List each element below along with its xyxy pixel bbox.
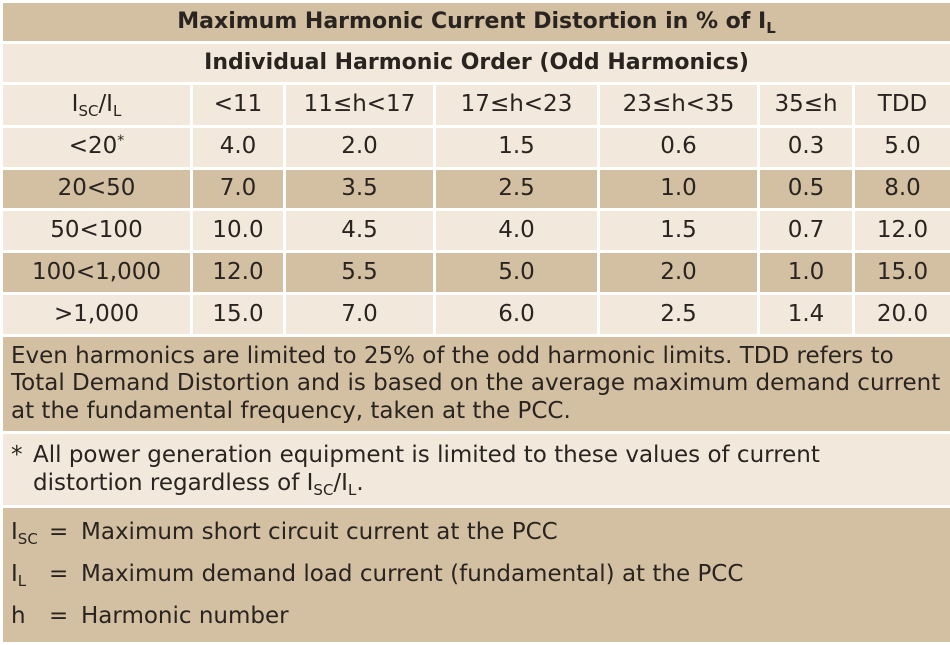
subscript: SC bbox=[78, 101, 99, 120]
definition: ISC = Maximum short circuit current at the… bbox=[11, 512, 942, 554]
cell: 0.6 bbox=[597, 124, 760, 170]
cell: 2.0 bbox=[283, 124, 436, 170]
cell: 8.0 bbox=[851, 166, 950, 212]
cell: 7.0 bbox=[283, 292, 436, 338]
data-row: 50<100 10.0 4.5 4.0 1.5 0.7 12.0 bbox=[0, 208, 950, 254]
subtitle-cell: Individual Harmonic Order (Odd Harmonics… bbox=[0, 40, 950, 85]
row-label: 100<1,000 bbox=[0, 250, 193, 296]
subscript: L bbox=[112, 101, 122, 120]
text: >1,000 bbox=[53, 300, 140, 327]
subscript: L bbox=[766, 18, 776, 37]
cell: 12.0 bbox=[851, 208, 950, 254]
cell: 5.5 bbox=[283, 250, 436, 296]
cell: 20.0 bbox=[851, 292, 950, 338]
text: 20<50 bbox=[57, 175, 136, 202]
definition-text: Maximum demand load current (fundamental… bbox=[81, 561, 744, 588]
subscript: L bbox=[347, 480, 357, 499]
text: I bbox=[11, 561, 18, 588]
title-row: Maximum Harmonic Current Distortion in %… bbox=[0, 0, 950, 44]
text: I bbox=[71, 90, 79, 117]
cell: 5.0 bbox=[433, 250, 600, 296]
header-cell: <11 bbox=[190, 81, 286, 128]
cell: 15.0 bbox=[190, 292, 286, 338]
text: h bbox=[11, 603, 26, 630]
row-label: <20* bbox=[0, 124, 193, 170]
cell: 1.4 bbox=[757, 292, 855, 338]
note-row: Even harmonics are limited to 25% of the… bbox=[0, 334, 950, 435]
superscript: * bbox=[117, 133, 125, 150]
symbol: IL bbox=[11, 561, 49, 589]
definition-text: Maximum short circuit current at the PCC bbox=[81, 519, 558, 546]
equals: = bbox=[49, 561, 69, 588]
cell: 0.3 bbox=[757, 124, 855, 170]
definition: h = Harmonic number bbox=[11, 596, 942, 638]
subscript: L bbox=[17, 572, 27, 591]
row-label: 20<50 bbox=[0, 166, 193, 212]
cell: 7.0 bbox=[190, 166, 286, 212]
cell: 1.5 bbox=[597, 208, 760, 254]
text: /I bbox=[333, 469, 348, 496]
text: . bbox=[356, 469, 364, 496]
cell: 3.5 bbox=[283, 166, 436, 212]
cell: 12.0 bbox=[190, 250, 286, 296]
text: I bbox=[11, 519, 18, 546]
symbol: h bbox=[11, 603, 49, 631]
footnote-mark: * bbox=[11, 442, 23, 469]
data-row: 20<50 7.0 3.5 2.5 1.0 0.5 8.0 bbox=[0, 166, 950, 212]
cell: 15.0 bbox=[851, 250, 950, 296]
note-cell: Even harmonics are limited to 25% of the… bbox=[0, 334, 950, 435]
text: 100<1,000 bbox=[31, 258, 161, 285]
cell: 0.7 bbox=[757, 208, 855, 254]
defs-row: ISC = Maximum short circuit current at the… bbox=[0, 504, 950, 645]
definition: IL = Maximum demand load current (fundamen… bbox=[11, 554, 942, 596]
cell: 2.5 bbox=[597, 292, 760, 338]
row-label: >1,000 bbox=[0, 292, 193, 338]
header-cell: 35≤h bbox=[757, 81, 855, 128]
subscript: SC bbox=[17, 530, 38, 549]
cell: 10.0 bbox=[190, 208, 286, 254]
cell: 4.5 bbox=[283, 208, 436, 254]
footnote-cell: * All power generation equipment is limit… bbox=[0, 431, 950, 508]
foot-row: * All power generation equipment is limit… bbox=[0, 431, 950, 508]
header-cell: 17≤h<23 bbox=[433, 81, 600, 128]
cell: 2.5 bbox=[433, 166, 600, 212]
header-cell: ISC/IL bbox=[0, 81, 193, 128]
text: 50<100 bbox=[50, 217, 143, 244]
symbol: ISC bbox=[11, 519, 49, 547]
equals: = bbox=[49, 519, 69, 546]
data-row: <20* 4.0 2.0 1.5 0.6 0.3 5.0 bbox=[0, 124, 950, 170]
row-label: 50<100 bbox=[0, 208, 193, 254]
cell: 1.0 bbox=[757, 250, 855, 296]
footnote-text: All power generation equipment is limite… bbox=[33, 442, 913, 497]
header-cell: 23≤h<35 bbox=[597, 81, 760, 128]
cell: 2.0 bbox=[597, 250, 760, 296]
text: Maximum Harmonic Current Distortion in %… bbox=[177, 8, 767, 34]
definitions-cell: ISC = Maximum short circuit current at the… bbox=[0, 504, 950, 645]
header-cell: 11≤h<17 bbox=[283, 81, 436, 128]
data-row: 100<1,000 12.0 5.5 5.0 2.0 1.0 15.0 bbox=[0, 250, 950, 296]
equals: = bbox=[49, 603, 69, 630]
cell: 4.0 bbox=[433, 208, 600, 254]
cell: 4.0 bbox=[190, 124, 286, 170]
data-row: >1,000 15.0 7.0 6.0 2.5 1.4 20.0 bbox=[0, 292, 950, 338]
definition-text: Harmonic number bbox=[81, 603, 289, 630]
cell: 0.5 bbox=[757, 166, 855, 212]
text: /I bbox=[98, 90, 113, 117]
header-cell: TDD bbox=[851, 81, 950, 128]
text: All power generation equipment is limite… bbox=[33, 442, 820, 496]
cell: 1.5 bbox=[433, 124, 600, 170]
title-cell: Maximum Harmonic Current Distortion in %… bbox=[0, 0, 950, 44]
cell: 1.0 bbox=[597, 166, 760, 212]
cell: 6.0 bbox=[433, 292, 600, 338]
head-row: ISC/IL <11 11≤h<17 17≤h<23 23≤h<35 35≤h TDD bbox=[0, 81, 950, 128]
subscript: SC bbox=[313, 480, 334, 499]
text: <20 bbox=[68, 133, 118, 160]
sub-row: Individual Harmonic Order (Odd Harmonics… bbox=[0, 40, 950, 85]
cell: 5.0 bbox=[851, 124, 950, 170]
